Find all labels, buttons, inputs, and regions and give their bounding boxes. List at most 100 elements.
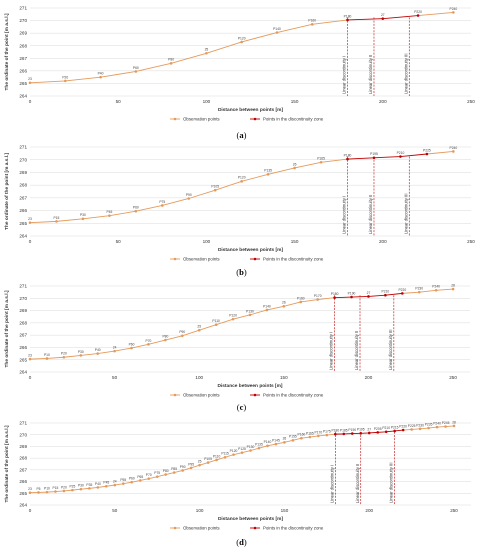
observation-point xyxy=(451,287,455,291)
point-label: P175 xyxy=(323,429,331,433)
point-label: P105 xyxy=(204,457,212,461)
observation-point xyxy=(213,188,217,192)
observation-point xyxy=(147,343,150,346)
point-label: P240 xyxy=(450,7,458,11)
observation-point xyxy=(164,338,167,342)
y-tick-label: 271 xyxy=(19,145,27,150)
point-label: P160 xyxy=(298,433,306,437)
point-label: P90 xyxy=(179,330,185,334)
observation-point xyxy=(181,334,184,338)
discontinuity-zone-line xyxy=(347,153,427,160)
point-label: P240 xyxy=(432,285,440,289)
point-label: 26 xyxy=(283,437,287,441)
observation-point xyxy=(169,62,173,65)
point-label: P35 xyxy=(86,483,92,487)
legend-label-discontinuity: Points in the discontinuity zone xyxy=(263,393,324,398)
discontinuity-point xyxy=(334,432,337,436)
discontinuity-point xyxy=(425,152,429,156)
observation-point xyxy=(257,446,261,450)
point-label: 28 xyxy=(452,420,456,424)
observation-point xyxy=(308,435,312,439)
point-label: P230 xyxy=(415,287,423,291)
observation-line xyxy=(426,151,454,155)
point-label: P45 xyxy=(103,481,109,485)
point-label: P15 xyxy=(53,486,59,490)
observation-point xyxy=(248,313,252,317)
point-label: 23 xyxy=(28,487,32,491)
y-tick-label: 264 xyxy=(19,503,27,508)
x-tick-label: 250 xyxy=(467,99,475,104)
point-label: P90 xyxy=(186,193,192,197)
point-label: P170 xyxy=(314,430,322,434)
point-label: P95 xyxy=(188,462,194,466)
discontinuity-point xyxy=(393,429,396,433)
x-tick-label: 200 xyxy=(365,508,373,513)
point-label: P30 xyxy=(78,484,84,488)
y-tick-label: 266 xyxy=(19,68,27,73)
point-label: P220 xyxy=(399,424,407,428)
observation-point xyxy=(28,357,32,361)
legend-marker-observation xyxy=(173,526,177,530)
legend-marker-observation xyxy=(173,117,177,121)
y-tick-label: 269 xyxy=(19,31,27,36)
y-tick-label: 266 xyxy=(19,208,27,213)
y-axis-label: The ordinate of the point [m a.s.l.] xyxy=(4,153,10,230)
observation-point xyxy=(417,290,421,294)
point-label: P140 xyxy=(264,440,272,444)
point-label: P140 xyxy=(263,304,271,308)
y-tick-label: 267 xyxy=(19,333,27,338)
point-label: 27 xyxy=(367,291,371,295)
y-tick-label: 265 xyxy=(19,221,27,226)
observation-line xyxy=(402,288,454,294)
point-label: P65 xyxy=(137,475,143,479)
point-label: P245 xyxy=(442,421,450,425)
observation-line xyxy=(29,433,336,494)
point-label: 26 xyxy=(293,162,297,166)
point-label: P40 xyxy=(95,348,101,352)
observation-point xyxy=(96,352,99,355)
observation-point xyxy=(121,482,125,485)
point-label: P165 xyxy=(306,431,314,435)
observation-point xyxy=(88,487,91,490)
discontinuity-label: Linear discontinuity III xyxy=(403,53,408,94)
y-axis-label: The ordinate of the point [m a.s.l.] xyxy=(4,13,10,90)
point-label: 23 xyxy=(28,217,32,221)
y-tick-label: 267 xyxy=(19,56,27,61)
point-label: P30 xyxy=(78,350,84,354)
observation-point xyxy=(79,354,83,357)
point-label: P130 xyxy=(247,445,255,449)
point-label: P135 xyxy=(264,169,272,173)
observation-line xyxy=(29,19,348,84)
observation-point xyxy=(198,463,201,467)
observation-point xyxy=(45,490,49,494)
discontinuity-point xyxy=(342,432,346,436)
panel-caption: (d) xyxy=(236,537,247,547)
x-tick-label: 100 xyxy=(196,508,204,513)
legend-marker-discontinuity xyxy=(253,117,257,121)
chart-panel-1: 264 265 266 267 268 269 270 271 0 50 100 150 200 250 D… xyxy=(4,6,475,140)
x-tick-label: 150 xyxy=(281,508,289,513)
observation-point xyxy=(28,491,32,495)
observation-point xyxy=(418,427,422,431)
y-tick-label: 264 xyxy=(19,94,27,99)
point-label: P40 xyxy=(95,482,101,486)
point-label: P15 xyxy=(54,216,60,220)
y-tick-label: 267 xyxy=(19,195,27,200)
point-label: P20 xyxy=(62,75,68,79)
observation-point xyxy=(138,479,142,482)
observation-point xyxy=(79,487,83,491)
legend-label-discontinuity: Points in the discontinuity zone xyxy=(263,526,324,531)
discontinuity-point xyxy=(333,296,336,299)
discontinuity-label: Linear discontinuity I xyxy=(342,196,347,234)
point-label: P205 xyxy=(374,427,382,431)
point-label: P70 xyxy=(146,473,152,477)
observation-point xyxy=(300,436,303,440)
legend-marker-observation xyxy=(173,393,177,397)
point-label: P70 xyxy=(146,339,152,343)
observation-line xyxy=(29,158,348,224)
observation-point xyxy=(240,180,243,183)
x-tick-label: 0 xyxy=(29,375,32,380)
x-tick-label: 150 xyxy=(291,99,299,104)
discontinuity-point xyxy=(416,14,420,17)
discontinuity-label: Linear discontinuity III xyxy=(389,462,394,503)
